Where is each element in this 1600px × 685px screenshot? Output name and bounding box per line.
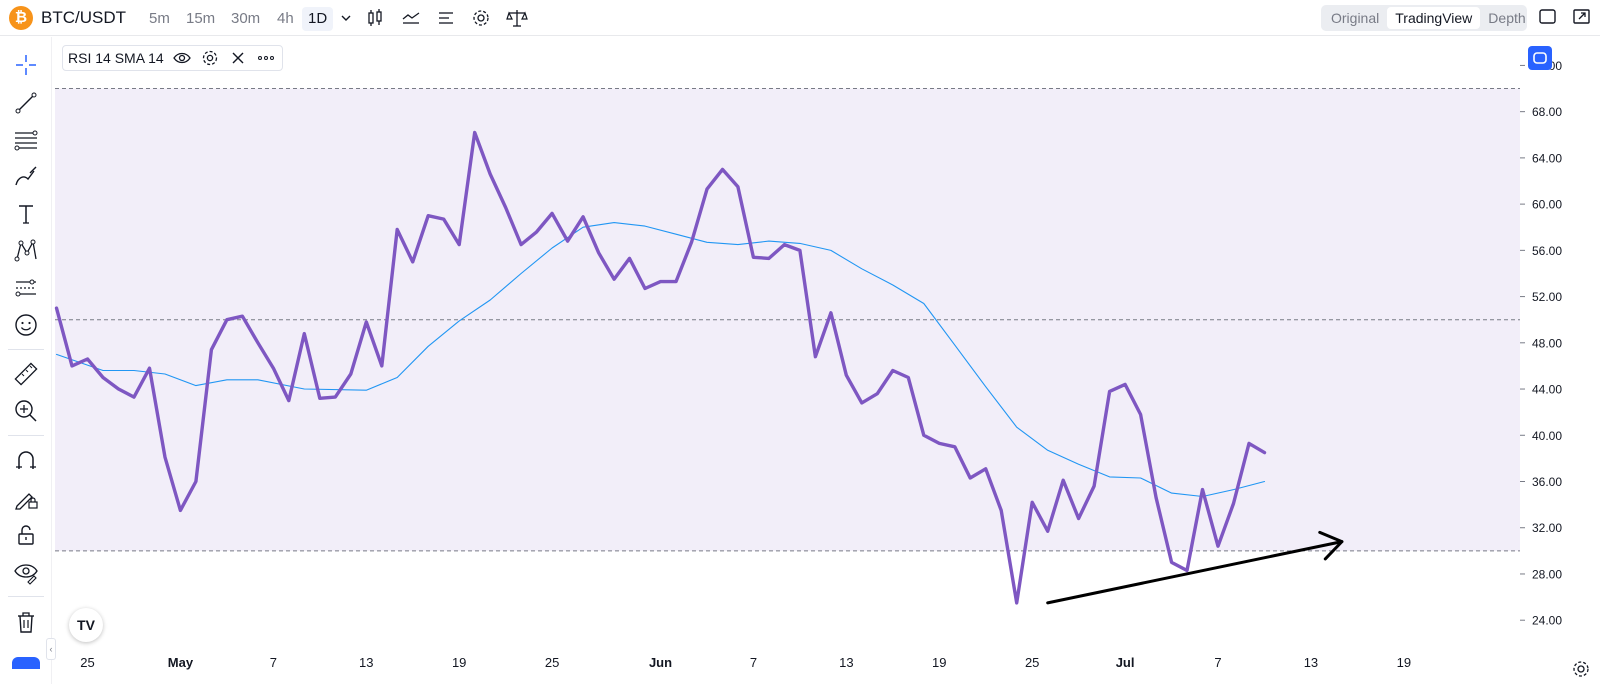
x-tick-label: 13 xyxy=(1304,655,1318,670)
ruler-icon[interactable] xyxy=(12,360,40,388)
y-tick-label: 56.00 xyxy=(1532,244,1562,258)
fib-icon[interactable] xyxy=(12,126,40,154)
unlock-icon[interactable] xyxy=(12,521,40,549)
toolbar-divider xyxy=(8,435,44,436)
view-tradingview-tab[interactable]: TradingView xyxy=(1387,7,1481,29)
x-tick-label: 25 xyxy=(1025,655,1039,670)
y-tick-label: 68.00 xyxy=(1532,105,1562,119)
x-tick-label: 19 xyxy=(932,655,946,670)
view-depth-tab[interactable]: Depth xyxy=(1488,10,1526,26)
x-tick-label: 13 xyxy=(839,655,853,670)
y-tick-label: 32.00 xyxy=(1532,521,1562,535)
fullscreen-icon xyxy=(1533,52,1547,64)
y-tick-label: 44.00 xyxy=(1532,383,1562,397)
timeframe-15m[interactable]: 15m xyxy=(186,10,216,27)
x-tick-label: Jul xyxy=(1116,655,1135,670)
layout-icon[interactable] xyxy=(434,7,458,29)
indicator-legend[interactable]: RSI 14 SMA 14 xyxy=(62,45,283,71)
y-tick-label: 60.00 xyxy=(1532,198,1562,212)
y-tick-label: 52.00 xyxy=(1532,290,1562,304)
collapse-toolbar-button[interactable]: ‹ xyxy=(46,638,56,660)
y-tick-label: 64.00 xyxy=(1532,151,1562,165)
brush-icon[interactable] xyxy=(12,163,40,191)
expand-icon[interactable] xyxy=(1570,6,1594,28)
pattern-icon[interactable] xyxy=(12,237,40,265)
x-tick-label: 7 xyxy=(1214,655,1221,670)
symbol-label[interactable]: BTC/USDT xyxy=(41,8,126,27)
top-toolbar: ₿ BTC/USDT 5m 15m 30m 4h 1D Original Tra… xyxy=(0,0,1600,36)
gear-icon[interactable] xyxy=(469,7,493,29)
rsi-line xyxy=(54,130,1267,605)
indicator-label: RSI 14 SMA 14 xyxy=(68,50,164,66)
toolbar-divider xyxy=(8,596,44,597)
chart-settings-icon[interactable] xyxy=(1570,658,1592,680)
bitcoin-icon: ₿ xyxy=(9,6,33,30)
text-icon[interactable] xyxy=(12,200,40,228)
x-tick-label: 7 xyxy=(750,655,757,670)
view-original-tab[interactable]: Original xyxy=(1331,10,1380,26)
x-tick-label: 25 xyxy=(80,655,94,670)
y-tick-label: 28.00 xyxy=(1532,567,1562,581)
emoji-icon[interactable] xyxy=(12,311,40,339)
y-tick-label: 24.00 xyxy=(1532,614,1562,628)
indicators-icon[interactable] xyxy=(399,7,423,29)
trash-icon[interactable] xyxy=(12,608,40,636)
zoom-in-icon[interactable] xyxy=(12,397,40,425)
candles-icon[interactable] xyxy=(363,7,387,29)
compare-scale-icon[interactable] xyxy=(505,7,529,29)
close-icon[interactable] xyxy=(228,48,248,68)
lock-drawing-icon[interactable] xyxy=(12,484,40,512)
trend-line-arrowhead xyxy=(1318,530,1344,561)
x-tick-label: May xyxy=(168,655,194,670)
eye-icon[interactable] xyxy=(12,558,40,586)
toolbar-expand-tab[interactable] xyxy=(12,657,40,669)
chevron-down-icon[interactable] xyxy=(334,7,354,29)
x-tick-label: Jun xyxy=(649,655,672,670)
x-tick-label: 13 xyxy=(359,655,373,670)
eye-icon[interactable] xyxy=(172,48,192,68)
timeframe-30m[interactable]: 30m xyxy=(231,10,261,27)
timeframe-4h[interactable]: 4h xyxy=(277,10,294,27)
x-tick-label: 7 xyxy=(270,655,277,670)
trend-line-icon[interactable] xyxy=(12,89,40,117)
magnet-icon[interactable] xyxy=(12,447,40,475)
gear-icon[interactable] xyxy=(200,48,220,68)
fullscreen-button[interactable] xyxy=(1528,46,1552,70)
y-tick-label: 36.00 xyxy=(1532,475,1562,489)
prediction-icon[interactable] xyxy=(12,274,40,302)
more-icon[interactable] xyxy=(256,48,276,68)
trend-line-annotation xyxy=(1046,540,1344,605)
x-tick-label: 19 xyxy=(1397,655,1411,670)
x-tick-label: 19 xyxy=(452,655,466,670)
drawing-toolbar xyxy=(0,37,52,684)
y-tick-label: 40.00 xyxy=(1532,429,1562,443)
view-mode-switch: Original TradingView Depth xyxy=(1321,5,1527,31)
crosshair-icon[interactable] xyxy=(12,51,40,79)
x-tick-label: 25 xyxy=(545,655,559,670)
timeframe-1d[interactable]: 1D xyxy=(302,7,334,31)
timeframe-5m[interactable]: 5m xyxy=(149,10,170,27)
tradingview-logo[interactable]: TV xyxy=(69,608,103,642)
toolbar-divider xyxy=(8,349,44,350)
y-tick-label: 48.00 xyxy=(1532,336,1562,350)
window-icon[interactable] xyxy=(1536,6,1560,28)
